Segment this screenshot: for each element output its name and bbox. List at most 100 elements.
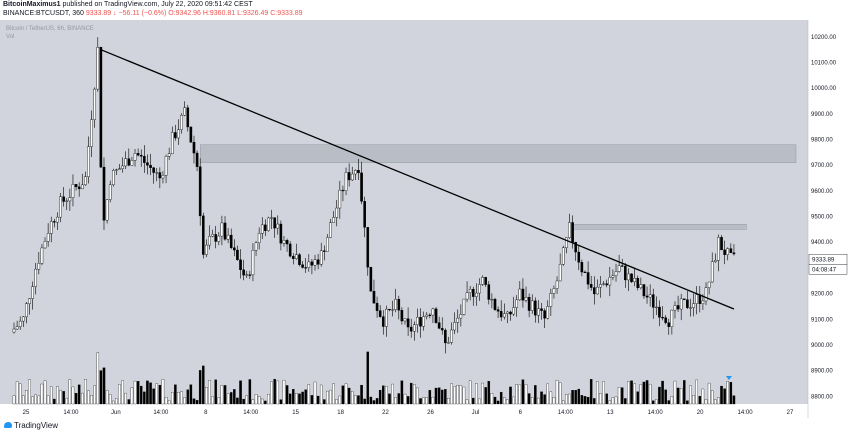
volume-bar xyxy=(363,398,366,405)
volume-bar xyxy=(493,396,497,405)
candle-body xyxy=(12,328,16,333)
countdown-label: 04:08:47 xyxy=(812,267,837,274)
tradingview-brand[interactable]: TradingView xyxy=(14,421,59,430)
volume-bar xyxy=(202,365,205,405)
time-tick-label: 26 xyxy=(427,410,434,416)
candle-body xyxy=(288,243,292,257)
volume-bar xyxy=(475,383,478,405)
candle xyxy=(195,150,199,172)
volume-bar xyxy=(639,384,643,405)
candle-body xyxy=(419,317,422,327)
price-tick-label: 9800.00 xyxy=(811,138,833,144)
candle xyxy=(555,276,559,294)
candle-body xyxy=(167,153,171,157)
price-tick-label: 9500.00 xyxy=(811,215,833,221)
candle xyxy=(558,253,562,282)
candle xyxy=(385,305,388,337)
candle-body xyxy=(133,153,137,161)
chart-area[interactable]: 8800.008900.009000.009100.009200.009300.… xyxy=(0,20,850,418)
candle xyxy=(354,169,357,181)
candle xyxy=(527,293,531,318)
candle-body xyxy=(406,318,410,328)
candle xyxy=(391,300,394,317)
price-tick-label: 10000.00 xyxy=(811,86,837,92)
volume-bar xyxy=(112,400,115,405)
candle-body xyxy=(403,318,407,322)
volume-bar xyxy=(478,398,481,405)
candle xyxy=(375,296,379,318)
candle xyxy=(251,243,255,282)
candle xyxy=(577,245,581,271)
candle-body xyxy=(214,234,218,242)
candle-body xyxy=(22,316,25,322)
candle-body xyxy=(664,317,667,323)
time-tick-label: 25 xyxy=(23,410,30,416)
candle xyxy=(416,308,419,333)
candle-body xyxy=(363,201,366,228)
candle xyxy=(118,163,121,170)
candle-body xyxy=(28,298,31,304)
candle-body xyxy=(347,172,351,181)
volume-bar xyxy=(15,381,19,405)
candle xyxy=(471,286,475,306)
candle xyxy=(310,258,314,275)
volume-bar xyxy=(53,398,56,405)
volume-bar xyxy=(506,399,509,405)
candle-body xyxy=(676,305,680,310)
candle-body xyxy=(620,265,624,267)
candle xyxy=(34,262,38,295)
candle-body xyxy=(34,268,38,287)
candle-body xyxy=(198,166,202,217)
candle xyxy=(503,303,506,320)
volume-bar xyxy=(422,397,425,405)
candle xyxy=(335,199,339,227)
candle-body xyxy=(695,294,698,304)
candle-body xyxy=(440,328,444,331)
candle-body xyxy=(108,184,112,200)
candle xyxy=(316,253,320,270)
volume-bar xyxy=(28,379,31,405)
price-chart[interactable]: 8800.008900.009000.009100.009200.009300.… xyxy=(0,20,850,418)
candle xyxy=(419,308,422,338)
volume-bar xyxy=(512,396,515,405)
candle-body xyxy=(40,247,44,264)
candle-body xyxy=(25,303,28,318)
candle xyxy=(338,180,342,219)
candle xyxy=(707,281,711,295)
tradingview-logo-icon[interactable] xyxy=(3,420,13,430)
time-tick-label: 15 xyxy=(292,410,299,416)
candle xyxy=(99,46,103,169)
candle-body xyxy=(53,221,56,223)
candle-body xyxy=(267,217,270,231)
candle xyxy=(586,261,590,290)
volume-bar xyxy=(726,381,729,405)
volume-bar xyxy=(710,390,714,405)
candle-body xyxy=(49,221,53,234)
candle-body xyxy=(558,264,562,282)
candle xyxy=(409,318,413,338)
candle-body xyxy=(298,254,301,265)
candle-body xyxy=(583,271,587,274)
candle-body xyxy=(543,310,546,319)
candle-body xyxy=(360,172,363,202)
volume-bar xyxy=(468,380,472,405)
volume-bar xyxy=(18,383,22,405)
candle xyxy=(651,288,655,319)
candle-body xyxy=(391,309,394,311)
candle xyxy=(729,243,733,254)
time-tick-label: 6 xyxy=(519,410,523,416)
candle-body xyxy=(37,263,41,270)
candle-body xyxy=(645,295,649,298)
candle-body xyxy=(434,308,438,323)
candle xyxy=(282,235,286,247)
candle xyxy=(323,245,326,261)
candle xyxy=(496,306,500,319)
volume-bar xyxy=(155,383,158,405)
candle-body xyxy=(720,237,723,251)
author-name[interactable]: BitcoinMaximus1 xyxy=(3,1,61,8)
candle xyxy=(46,223,50,247)
candle-body xyxy=(717,237,720,261)
candle-body xyxy=(428,314,432,317)
volume-bar xyxy=(624,398,627,405)
time-tick-label: 14:00 xyxy=(738,410,754,416)
